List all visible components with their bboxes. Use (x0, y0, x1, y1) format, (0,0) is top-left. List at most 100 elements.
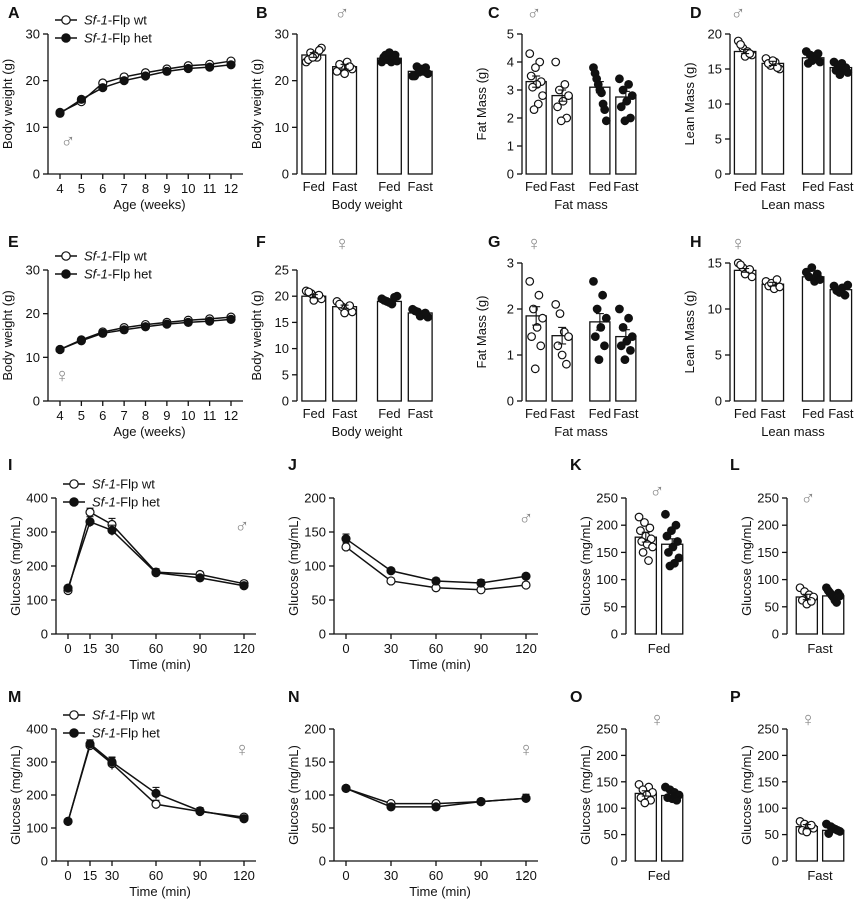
male-symbol: ♂ (731, 3, 746, 25)
legend-marker-wt (61, 251, 71, 261)
individual-point-wt (640, 798, 650, 808)
individual-point-wt (553, 341, 563, 351)
x-tick-label: 120 (233, 641, 255, 656)
bar (376, 57, 402, 175)
x-tick-label: 15 (83, 868, 97, 883)
y-tick-label: 200 (304, 491, 326, 506)
data-point-het (195, 573, 205, 583)
data-point-het (98, 328, 108, 338)
x-axis-title: Time (min) (129, 657, 191, 672)
data-point-het (476, 578, 486, 588)
data-point-het (151, 788, 161, 798)
legend-label: Sf-1-Flp wt (92, 708, 155, 723)
y-tick-label: 400 (26, 722, 48, 737)
legend-suffix: -Flp het (116, 495, 160, 510)
x-tick-label: 0 (64, 641, 71, 656)
x-tick-label: 60 (429, 641, 443, 656)
y-tick-label: 0 (507, 167, 514, 182)
y-axis-title: Body weight (g) (249, 59, 264, 149)
y-tick-label: 100 (304, 559, 326, 574)
panel-label-h: H (690, 234, 702, 251)
data-point-het (195, 806, 205, 816)
y-tick-label: 100 (596, 572, 618, 587)
individual-point-het (627, 332, 637, 342)
y-tick-label: 0 (611, 627, 618, 642)
x-category-label: Fast (613, 179, 639, 194)
individual-point-het (592, 304, 602, 314)
x-group-label: Fed (648, 868, 670, 883)
y-tick-label: 30 (26, 263, 40, 278)
panel-label-l: L (730, 457, 740, 474)
individual-point-wt (525, 277, 535, 286)
data-point-het (151, 568, 161, 578)
y-tick-label: 15 (275, 315, 289, 330)
x-tick-label: 12 (224, 408, 238, 423)
individual-point-het (661, 509, 670, 519)
x-tick-label: 11 (203, 181, 217, 196)
data-point-het (63, 816, 73, 827)
individual-point-wt (551, 57, 561, 67)
x-category-label: Fast (828, 179, 854, 194)
bar (733, 50, 757, 175)
x-group-label: Lean mass (761, 424, 825, 439)
individual-point-het (624, 79, 633, 89)
data-point-het (98, 83, 108, 93)
data-point-het (76, 94, 86, 104)
legend-suffix: -Flp het (108, 31, 152, 46)
y-tick-label: 400 (26, 491, 48, 506)
legend-gene: Sf-1 (84, 13, 108, 28)
x-tick-label: 30 (384, 641, 398, 656)
legend-label: Sf-1-Flp het (84, 267, 152, 282)
series-line-het (67, 742, 245, 822)
legend-gene: Sf-1 (92, 495, 116, 510)
data-point-het (162, 66, 172, 76)
bar (733, 269, 757, 402)
y-axis-title: Glucose (mg/mL) (578, 745, 593, 845)
individual-point-het (600, 105, 610, 114)
individual-point-het (813, 49, 823, 58)
y-tick-label: 150 (757, 774, 779, 789)
data-point-wt (386, 576, 396, 586)
individual-point-wt (634, 512, 644, 522)
individual-point-het (420, 308, 430, 318)
x-category-label: Fed (525, 179, 547, 194)
individual-point-het (624, 313, 633, 323)
individual-point-wt (538, 313, 547, 323)
x-category-label: Fed (802, 406, 824, 421)
individual-point-wt (745, 265, 755, 274)
individual-point-het (843, 280, 853, 290)
y-tick-label: 300 (26, 525, 48, 540)
y-tick-label: 5 (507, 27, 514, 42)
individual-point-het (615, 74, 624, 84)
individual-point-wt (560, 79, 570, 89)
panel-label-f: F (256, 234, 266, 251)
panel-label-e: E (8, 234, 19, 251)
individual-point-het (835, 70, 845, 79)
individual-point-het (835, 591, 845, 601)
data-point-het (341, 534, 351, 544)
individual-point-wt (340, 69, 350, 79)
x-category-label: Fed (303, 406, 325, 421)
individual-point-wt (557, 350, 567, 360)
individual-point-wt (340, 308, 350, 318)
legend-label: Sf-1-Flp wt (84, 249, 147, 264)
data-point-het (239, 581, 249, 591)
series-line-wt (67, 744, 245, 822)
y-tick-label: 20 (26, 73, 40, 88)
legend-marker-het (69, 497, 79, 507)
individual-point-het (662, 531, 672, 541)
y-axis-title: Glucose (mg/mL) (578, 516, 593, 616)
individual-point-wt (534, 290, 544, 300)
y-tick-label: 4 (507, 55, 514, 70)
y-axis-title: Glucose (mg/mL) (739, 516, 754, 616)
y-tick-label: 15 (708, 62, 722, 77)
legend-suffix: -Flp het (116, 726, 160, 741)
legend-gene: Sf-1 (92, 726, 116, 741)
data-point-wt (341, 542, 351, 552)
y-tick-label: 50 (312, 593, 326, 608)
bar (332, 66, 358, 175)
legend-marker-wt (69, 710, 79, 720)
female-symbol: ♀ (731, 233, 746, 255)
individual-point-het (589, 277, 598, 286)
